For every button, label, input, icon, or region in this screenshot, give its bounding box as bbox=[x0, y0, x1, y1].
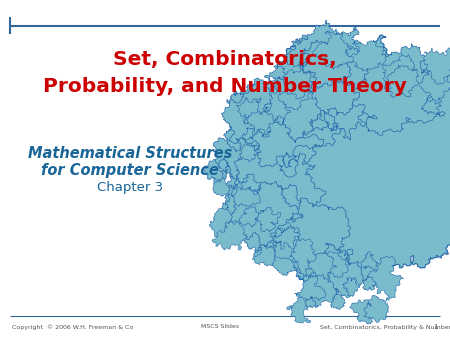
Polygon shape bbox=[221, 148, 309, 231]
Polygon shape bbox=[225, 112, 291, 179]
Polygon shape bbox=[273, 222, 297, 248]
Text: 1: 1 bbox=[433, 324, 438, 330]
Polygon shape bbox=[231, 176, 258, 204]
Polygon shape bbox=[348, 41, 386, 71]
Polygon shape bbox=[224, 176, 270, 226]
Text: Probability, and Number Theory: Probability, and Number Theory bbox=[43, 76, 407, 96]
Polygon shape bbox=[301, 40, 351, 88]
Text: Copyright  © 2006 W.H. Freeman & Co: Copyright © 2006 W.H. Freeman & Co bbox=[12, 324, 133, 330]
Polygon shape bbox=[241, 174, 261, 191]
Polygon shape bbox=[331, 294, 346, 309]
Polygon shape bbox=[363, 277, 376, 291]
Polygon shape bbox=[328, 43, 349, 66]
Polygon shape bbox=[307, 252, 336, 280]
Polygon shape bbox=[234, 142, 326, 225]
Polygon shape bbox=[361, 252, 378, 270]
Polygon shape bbox=[305, 297, 316, 308]
Polygon shape bbox=[268, 241, 304, 275]
Polygon shape bbox=[255, 72, 343, 168]
Polygon shape bbox=[255, 207, 281, 232]
Polygon shape bbox=[239, 207, 260, 227]
Polygon shape bbox=[354, 69, 410, 122]
Polygon shape bbox=[223, 91, 280, 152]
Polygon shape bbox=[261, 198, 351, 274]
Polygon shape bbox=[421, 47, 450, 84]
Polygon shape bbox=[234, 184, 314, 263]
Polygon shape bbox=[285, 20, 368, 86]
Polygon shape bbox=[209, 208, 238, 237]
Polygon shape bbox=[313, 31, 353, 70]
Polygon shape bbox=[242, 128, 257, 140]
Polygon shape bbox=[265, 86, 321, 143]
Polygon shape bbox=[300, 62, 360, 121]
Polygon shape bbox=[254, 85, 322, 151]
Polygon shape bbox=[213, 170, 227, 187]
Polygon shape bbox=[303, 271, 337, 307]
Polygon shape bbox=[269, 66, 285, 79]
Polygon shape bbox=[295, 35, 374, 123]
Polygon shape bbox=[236, 97, 269, 125]
Polygon shape bbox=[213, 125, 260, 179]
Polygon shape bbox=[255, 197, 307, 244]
Text: MSCS Slides: MSCS Slides bbox=[201, 324, 239, 330]
Polygon shape bbox=[364, 295, 389, 322]
Polygon shape bbox=[213, 178, 230, 196]
Polygon shape bbox=[241, 35, 450, 288]
Polygon shape bbox=[420, 70, 450, 104]
Polygon shape bbox=[231, 184, 261, 207]
Polygon shape bbox=[297, 276, 326, 300]
Polygon shape bbox=[212, 221, 248, 250]
Polygon shape bbox=[258, 125, 271, 137]
Polygon shape bbox=[346, 44, 446, 136]
Polygon shape bbox=[217, 158, 230, 172]
Polygon shape bbox=[247, 111, 274, 136]
Polygon shape bbox=[318, 251, 348, 277]
Polygon shape bbox=[294, 28, 354, 78]
Polygon shape bbox=[309, 65, 354, 107]
Polygon shape bbox=[281, 43, 382, 140]
Polygon shape bbox=[421, 97, 441, 114]
Text: Chapter 3: Chapter 3 bbox=[97, 182, 163, 194]
Polygon shape bbox=[289, 222, 341, 278]
Polygon shape bbox=[274, 76, 299, 98]
Polygon shape bbox=[306, 243, 363, 300]
Polygon shape bbox=[204, 160, 223, 181]
Polygon shape bbox=[222, 182, 299, 252]
Polygon shape bbox=[239, 145, 258, 162]
Text: Set, Combinatorics, Probability & Number Theory: Set, Combinatorics, Probability & Number… bbox=[320, 324, 450, 330]
Polygon shape bbox=[287, 292, 318, 323]
Polygon shape bbox=[261, 91, 291, 124]
Polygon shape bbox=[252, 244, 275, 266]
Polygon shape bbox=[368, 256, 404, 301]
Polygon shape bbox=[221, 78, 324, 167]
Polygon shape bbox=[343, 277, 360, 296]
Polygon shape bbox=[350, 299, 382, 324]
Polygon shape bbox=[320, 254, 355, 287]
Polygon shape bbox=[283, 70, 313, 99]
Text: Set, Combinatorics,: Set, Combinatorics, bbox=[113, 50, 337, 70]
Polygon shape bbox=[273, 226, 301, 249]
Polygon shape bbox=[230, 93, 244, 103]
Polygon shape bbox=[278, 78, 310, 110]
Polygon shape bbox=[387, 65, 419, 98]
Polygon shape bbox=[301, 50, 377, 120]
Polygon shape bbox=[280, 69, 351, 131]
Polygon shape bbox=[253, 108, 294, 152]
Text: Mathematical Structures: Mathematical Structures bbox=[28, 145, 232, 161]
Polygon shape bbox=[290, 239, 318, 276]
Text: for Computer Science: for Computer Science bbox=[41, 163, 219, 177]
Polygon shape bbox=[233, 84, 270, 129]
Polygon shape bbox=[274, 227, 307, 263]
Polygon shape bbox=[382, 53, 419, 95]
